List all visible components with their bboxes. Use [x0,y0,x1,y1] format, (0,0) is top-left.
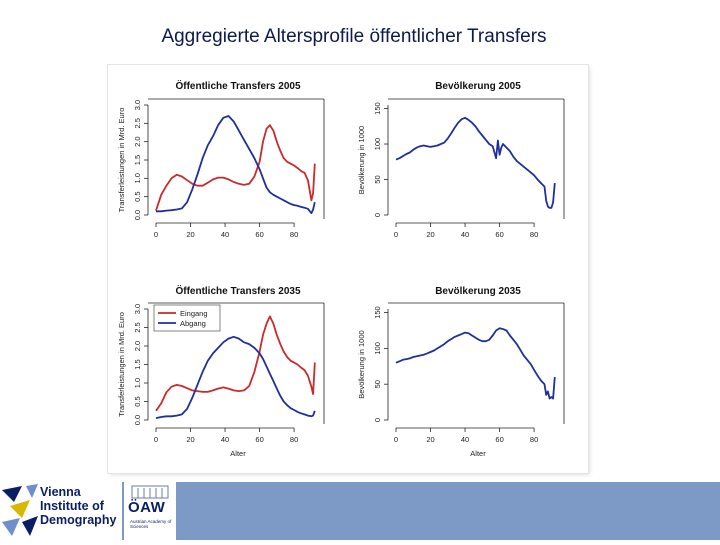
panel3-x-tick-label: 20 [186,435,194,444]
panel4-title: Bevölkerung 2035 [435,286,521,297]
vid-logo-mark-icon [2,484,38,536]
oaw-logo-sub: Austrian Academy of Sciences [130,519,172,529]
panel3-x-tick-label: 60 [255,435,263,444]
panel4-x-tick-label: 40 [461,435,469,444]
panel3-title: Öffentliche Transfers 2035 [175,284,300,297]
panel2-x-tick-label: 40 [461,230,469,239]
panel3-legend-box [153,304,221,332]
panel2-series-bevölkerung [395,116,556,209]
vid-logo: Vienna Institute of Demography [0,482,122,540]
vid-logo-line1: Vienna [40,485,81,499]
panel3-legend-label: Abgang [180,319,206,328]
panel2-title: Bevölkerung 2005 [435,81,521,92]
chart-figure: Öffentliche Transfers 2005 0 20 40 60 80 0.0 0.… [108,65,588,473]
panel2-x-tick-label: 60 [495,230,503,239]
panel4-series-bevölkerung [395,327,556,400]
panel2-x-tick-label: 0 [394,230,398,239]
panel4-y-tick-label: 100 [373,342,382,355]
panel3-series-eingang [155,315,316,412]
panel3-y-tick-label: 0.5 [133,396,142,406]
panel2-y-tick-label: 150 [373,102,382,115]
panel3-x-tick-label: 0 [154,435,158,444]
panel3-y-tick-label: 2.0 [133,341,142,351]
panel4-x-tick-label: 80 [530,435,538,444]
panel1-y-tick-label: 2.5 [133,118,142,128]
panel1-y-tick-label: 2.0 [133,136,142,146]
panel2-x-tick-label: 20 [426,230,434,239]
panel1-x-tick-label: 20 [186,230,194,239]
slide-title-text: Aggregierte Altersprofile öffentlicher T… [161,26,547,47]
panel2-y-tick-label: 0 [373,213,382,217]
panel1-y-tick-label: 3.0 [133,100,142,110]
panel2-y-tick-label: 100 [373,138,382,151]
panel4-x-tick-label: 20 [426,435,434,444]
panel3-x-label: Alter [230,449,246,458]
panel4-x-label: Alter [470,449,486,458]
panel1-title: Öffentliche Transfers 2005 [175,79,300,92]
oaw-logo: ÖAW Austrian Academy of Sciences [124,482,176,540]
panel4-x-tick-label: 60 [495,435,503,444]
panel1-x-tick-label: 40 [221,230,229,239]
panel1-y-tick-label: 1.5 [133,155,142,165]
panel1-y-tick-label: 1.0 [133,173,142,183]
panel1-y-label: Transferleistungen in Mrd. Euro [117,108,126,213]
panel4-y-tick-label: 0 [373,418,382,422]
panel3-y-tick-label: 2.5 [133,322,142,332]
panel3-y-tick-label: 1.0 [133,378,142,388]
panel2-x-tick-label: 80 [530,230,538,239]
panel3-y-tick-label: 1.5 [133,359,142,369]
panel4-y-tick-label: 50 [373,380,382,388]
panel1-series-abgang [156,115,316,215]
panel4-x-tick-label: 0 [394,435,398,444]
panel3-y-tick-label: 3.0 [133,304,142,314]
panel3-x-tick-label: 80 [290,435,298,444]
panel4-y-label: Bevölkerung in 1000 [357,330,366,398]
vid-logo-text: Vienna Institute of Demography [40,485,116,527]
panel1-series-eingang [155,124,316,211]
vid-logo-line2: Institute of [40,499,104,513]
panel1-y-tick-label: 0.5 [133,191,142,201]
panel1-y-tick-label: 0.0 [133,210,142,220]
panel1-x-tick-label: 0 [154,230,158,239]
panel4-y-tick-label: 150 [373,306,382,319]
panel3-series-abgang [155,335,316,419]
panel2-y-label: Bevölkerung in 1000 [357,126,366,194]
panel3-y-tick-label: 0.0 [133,415,142,425]
chart-panel-grid: Öffentliche Transfers 2005 0 20 40 60 80 0.0 0.… [117,79,565,458]
panel3-legend-label: Eingang [180,309,208,318]
panel2-y-tick-label: 50 [373,175,382,183]
panel3-y-label: Transferleistungen in Mrd. Euro [117,312,126,417]
panel1-x-tick-label: 80 [290,230,298,239]
panel3-x-tick-label: 40 [221,435,229,444]
slide-title: Aggregierte Altersprofile öffentlicher T… [0,26,720,48]
panel1-x-tick-label: 60 [255,230,263,239]
oaw-logo-name: ÖAW [128,499,166,516]
vid-logo-line3: Demography [40,513,117,527]
oaw-building-icon [131,485,169,499]
